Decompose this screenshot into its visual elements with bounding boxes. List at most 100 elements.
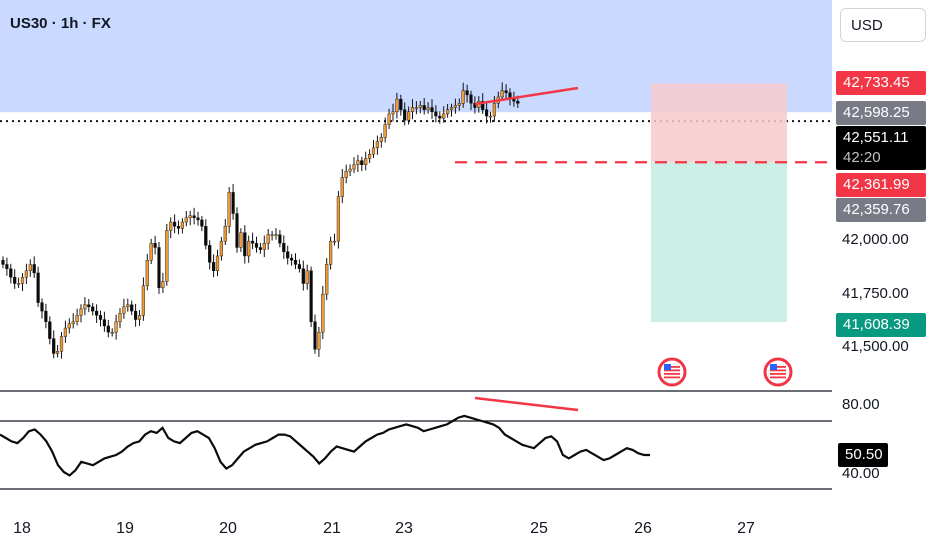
flag-stripe (664, 376, 680, 379)
candle-up (371, 147, 376, 155)
price-label-other: 42,359.76 (836, 198, 926, 222)
candle-up (28, 264, 32, 272)
candle-up (219, 240, 223, 257)
candle-down (399, 98, 403, 110)
short-target-zone (651, 83, 787, 163)
candle-down (44, 310, 48, 322)
candle-up (122, 306, 126, 314)
candle-up (500, 90, 504, 98)
x-tick-20: 20 (219, 520, 237, 537)
price-divergence-line (474, 86, 579, 106)
price-label-target: 42,733.45 (836, 71, 926, 95)
candle-up (110, 332, 114, 334)
candle-down (208, 245, 212, 263)
candle-down (235, 213, 239, 248)
rsi-divergence-line (474, 396, 579, 412)
flag-stripe (770, 366, 786, 368)
candle-up (215, 255, 220, 272)
candle-up (449, 107, 454, 110)
candle-down (102, 319, 106, 327)
candle-up (325, 264, 329, 295)
candle-down (403, 109, 407, 121)
candle-down (430, 107, 434, 112)
candle-down (254, 243, 259, 248)
candle-up (410, 107, 415, 112)
flag-canton (664, 364, 671, 370)
candle-up (446, 109, 450, 115)
candle-up (79, 308, 83, 316)
candle-up (383, 124, 387, 138)
candle-down (157, 247, 161, 288)
candle-up (223, 226, 227, 242)
currency-button[interactable]: USD (840, 8, 926, 42)
candle-up (340, 177, 344, 197)
y-tick-41500: 41,500.00 (842, 338, 909, 355)
candle-down (301, 268, 305, 284)
candle-up (145, 260, 149, 286)
flag-stripe (770, 369, 786, 372)
candle-up (317, 332, 321, 350)
candle-down (438, 115, 442, 119)
candle-up (368, 153, 372, 159)
candle-down (192, 215, 196, 218)
candle-up (364, 158, 368, 166)
candle-up (407, 111, 411, 121)
candle-up (461, 90, 465, 104)
stop-zone (651, 162, 787, 323)
x-tick-21: 21 (323, 520, 341, 537)
candle-up (266, 234, 270, 244)
candle-up (149, 243, 153, 261)
candle-up (24, 270, 28, 278)
candle-up (418, 105, 422, 108)
candle-up (239, 232, 243, 248)
candle-down (297, 264, 301, 269)
candle-down (360, 160, 364, 165)
candle-up (56, 351, 60, 354)
candle-up (118, 313, 122, 322)
candle-up (180, 221, 184, 229)
candle-down (512, 98, 516, 102)
candle-up (75, 315, 79, 322)
candle-down (5, 264, 9, 269)
candle-up (247, 240, 251, 257)
candle-down (32, 264, 36, 274)
candle-up (414, 107, 418, 109)
candle-down (9, 268, 13, 278)
candle-up (270, 234, 274, 236)
candle-up (391, 111, 395, 115)
last-price-value: 42,551.11 (843, 129, 909, 146)
event-marker-icon (657, 357, 687, 387)
flag-stripe (770, 376, 786, 379)
flag-stripe (664, 366, 680, 368)
candle-up (395, 98, 399, 113)
price-label-entry: 42,361.99 (836, 173, 926, 197)
candle-down (465, 90, 469, 96)
candle-down (309, 270, 313, 322)
candle-up (17, 283, 21, 285)
candle-up (126, 304, 130, 308)
candle-up (488, 115, 493, 118)
candle-up (457, 103, 461, 106)
candle-down (434, 111, 438, 117)
candle-up (262, 243, 266, 250)
candle-up (59, 336, 64, 352)
price-label-stop: 41,608.39 (836, 313, 926, 337)
y-tick-42000: 42,000.00 (842, 231, 909, 248)
candle-up (114, 321, 118, 333)
candle-down (469, 94, 473, 104)
candle-up (169, 221, 173, 231)
candle-down (250, 240, 255, 244)
price-label-high-line: 42,598.25 (836, 101, 926, 125)
candle-down (48, 321, 52, 339)
price-label-last: 42,551.11 42:20 (836, 126, 926, 170)
candle-up (67, 323, 71, 329)
candle-up (329, 240, 333, 265)
candle-down (36, 272, 40, 303)
candle-up (20, 276, 25, 284)
candle-up (184, 217, 188, 223)
candle-up (344, 170, 348, 178)
event-marker-icon (763, 357, 793, 387)
candle-down (13, 276, 17, 284)
candle-up (375, 141, 379, 149)
candle-down (176, 226, 181, 229)
